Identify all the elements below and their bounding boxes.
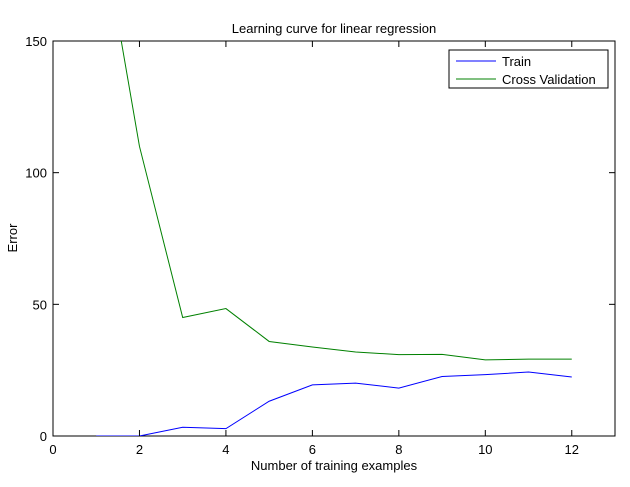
y-tick-label: 150 bbox=[25, 34, 47, 49]
y-tick-label: 100 bbox=[25, 166, 47, 181]
legend-box bbox=[448, 49, 609, 89]
x-axis-label: Number of training examples bbox=[251, 458, 418, 473]
ticks-layer: 0 2 4 6 8 10 12 0 50 100 150 bbox=[25, 34, 615, 457]
y-tick-label: 50 bbox=[33, 297, 47, 312]
x-tick-label: 10 bbox=[478, 442, 492, 457]
x-tick-label: 4 bbox=[222, 442, 229, 457]
y-axis-label: Error bbox=[5, 223, 20, 253]
x-tick-label: 12 bbox=[565, 442, 579, 457]
x-tick-label: 6 bbox=[309, 442, 316, 457]
x-tick-label: 8 bbox=[395, 442, 402, 457]
legend-label-train: Train bbox=[502, 54, 531, 69]
series-line-cross-validation bbox=[120, 41, 572, 361]
y-tick-label: 0 bbox=[40, 429, 47, 444]
x-tick-label: 2 bbox=[136, 442, 143, 457]
plot-area-frame bbox=[52, 40, 616, 437]
series-layer bbox=[96, 41, 572, 436]
chart-title: Learning curve for linear regression bbox=[232, 21, 437, 36]
legend-label-cross-validation: Cross Validation bbox=[502, 72, 596, 87]
x-tick-label: 0 bbox=[49, 442, 56, 457]
legend: Train Cross Validation bbox=[448, 49, 609, 89]
series-line-train bbox=[96, 371, 572, 436]
